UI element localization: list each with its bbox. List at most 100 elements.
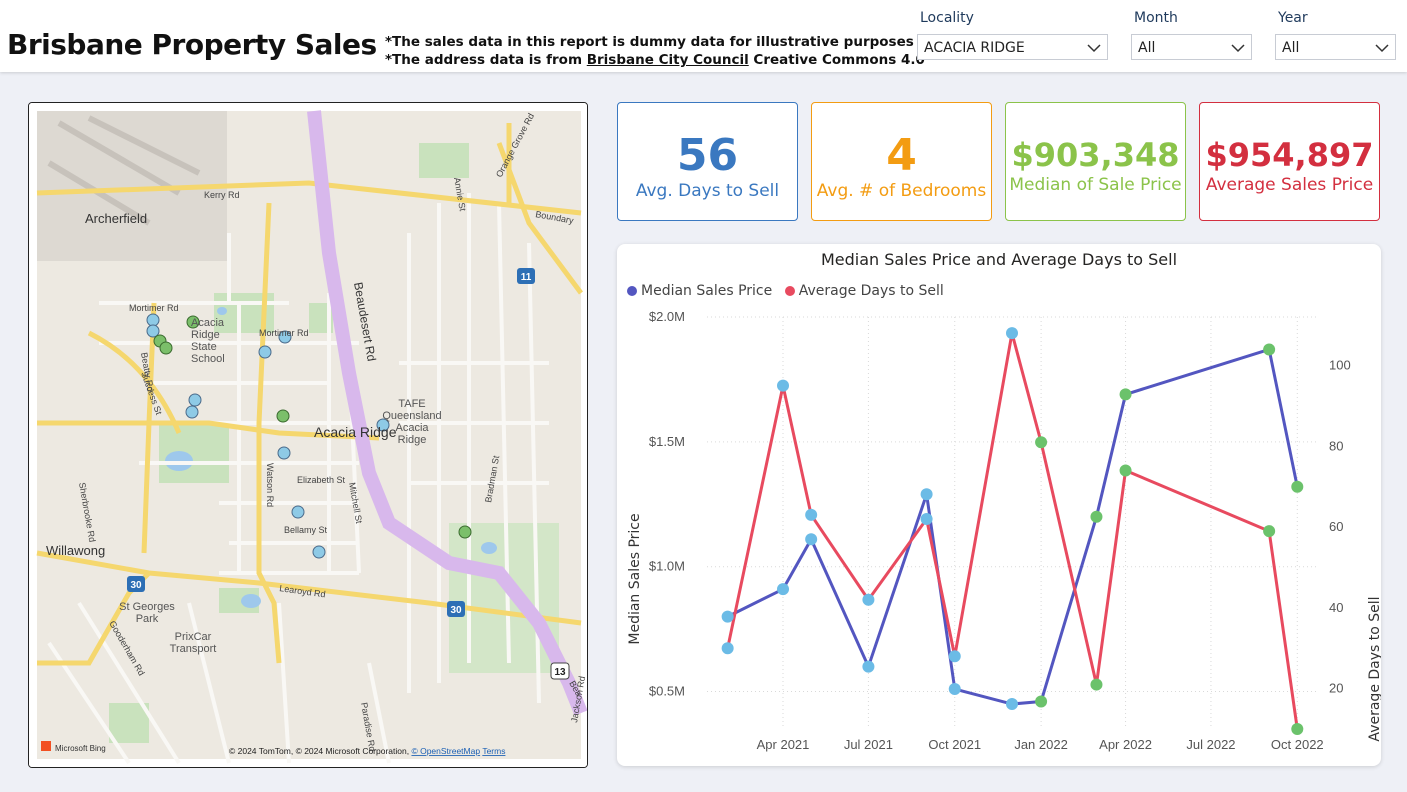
- map-label-tafe-3: Acacia: [395, 422, 429, 434]
- map-label-school-3: State: [191, 341, 217, 353]
- map-street-elizabeth: Elizabeth St: [297, 475, 346, 485]
- kpi-average-price-label: Average Sales Price: [1205, 175, 1374, 195]
- map-label-st-georges-1: St Georges: [119, 601, 175, 613]
- kpi-avg-days-label: Avg. Days to Sell: [635, 181, 780, 201]
- data-point-days-to-sell: [721, 642, 734, 655]
- route-13-shield: 13: [554, 667, 566, 678]
- year-dropdown[interactable]: All: [1275, 34, 1396, 60]
- kpi-median-price-value: $903,348: [1011, 136, 1180, 174]
- kpi-median-price-label: Median of Sale Price: [1009, 175, 1182, 195]
- data-point-days-to-sell: [1090, 678, 1103, 691]
- data-point-median-price: [1263, 343, 1276, 356]
- disclaimer-prefix: *The address data is from: [385, 52, 587, 68]
- map-street-watson: Watson Rd: [265, 463, 275, 507]
- data-point-days-to-sell: [1119, 464, 1132, 477]
- kpi-avg-bedrooms: 4 Avg. # of Bedrooms: [811, 102, 992, 221]
- x-tick-label: Jul 2021: [844, 737, 893, 752]
- map-label-school-2: Ridge: [191, 329, 220, 341]
- data-point-days-to-sell: [948, 650, 961, 663]
- locality-value: ACACIA RIDGE: [924, 40, 1025, 56]
- data-point-days-to-sell: [862, 593, 875, 606]
- map-markers: [146, 313, 472, 559]
- legend-dot-median: [627, 286, 637, 296]
- data-point-median-price: [805, 533, 818, 546]
- disclaimer-line-2: *The address data is from Brisbane City …: [385, 51, 925, 69]
- map-visual[interactable]: 11 30 30 13 Archerfield Acacia Ridge Sta…: [28, 102, 588, 768]
- chart-title: Median Sales Price and Average Days to S…: [820, 250, 1178, 269]
- brisbane-city-council-link[interactable]: Brisbane City Council: [586, 52, 749, 68]
- month-dropdown[interactable]: All: [1131, 34, 1252, 60]
- data-point-median-price: [1090, 510, 1103, 523]
- header-bar: Brisbane Property Sales *The sales data …: [0, 0, 1407, 72]
- data-point-days-to-sell: [1263, 525, 1276, 538]
- year-value: All: [1282, 40, 1300, 56]
- map-label-acacia-ridge: Acacia Ridge: [314, 424, 397, 440]
- kpi-avg-days-value: 56: [676, 130, 739, 181]
- map-street-kerry: Kerry Rd: [204, 190, 240, 200]
- data-point-median-price: [862, 660, 875, 673]
- locality-filter: Locality ACACIA RIDGE: [917, 10, 1108, 60]
- locality-dropdown[interactable]: ACACIA RIDGE: [917, 34, 1108, 60]
- y-left-tick-label: $1.5M: [649, 434, 685, 449]
- map-label-tafe-1: TAFE: [398, 398, 425, 410]
- data-point-median-price: [920, 488, 933, 501]
- data-point-days-to-sell: [805, 508, 818, 521]
- month-label: Month: [1134, 10, 1178, 26]
- combo-line-chart[interactable]: Median Sales Price and Average Days to S…: [617, 244, 1381, 766]
- x-tick-label: Jan 2022: [1014, 737, 1068, 752]
- map-attribution: © 2024 TomTom, © 2024 Microsoft Corporat…: [229, 746, 505, 756]
- kpi-average-price-value: $954,897: [1205, 136, 1374, 174]
- x-tick-label: Apr 2022: [1099, 737, 1152, 752]
- y-left-tick-label: $2.0M: [649, 309, 685, 324]
- data-point-days-to-sell: [777, 379, 790, 392]
- y-right-tick-label: 80: [1329, 438, 1343, 453]
- report-title: Brisbane Property Sales: [7, 28, 377, 61]
- series-line-days-to-sell: [726, 331, 1299, 730]
- y-right-tick-label: 40: [1329, 600, 1343, 615]
- y-left-tick-label: $0.5M: [649, 684, 685, 699]
- terms-link[interactable]: Terms: [482, 746, 505, 756]
- kpi-avg-bedrooms-label: Avg. # of Bedrooms: [816, 181, 987, 201]
- disclaimer-line-1: *The sales data in this report is dummy …: [385, 34, 914, 50]
- chart-legend: Median Sales Price Average Days to Sell: [627, 283, 944, 299]
- map-street-bellamy: Bellamy St: [284, 525, 328, 535]
- map-label-school-1: Acacia: [191, 317, 225, 329]
- route-11-shield: 11: [521, 272, 532, 283]
- data-point-days-to-sell: [1291, 723, 1304, 735]
- locality-label: Locality: [920, 10, 974, 26]
- chevron-down-icon: [1231, 35, 1245, 70]
- map-label-tafe-2: Queensland: [382, 410, 441, 422]
- chevron-down-icon: [1087, 35, 1101, 70]
- openstreetmap-link[interactable]: © OpenStreetMap: [411, 746, 480, 756]
- y-right-tick-label: 100: [1329, 357, 1351, 372]
- year-filter: Year All: [1275, 10, 1396, 60]
- map-canvas[interactable]: 11 30 30 13 Archerfield Acacia Ridge Sta…: [29, 103, 588, 768]
- legend-days[interactable]: Average Days to Sell: [798, 283, 944, 299]
- data-point-median-price: [1006, 698, 1018, 711]
- month-filter: Month All: [1131, 10, 1252, 60]
- chart-plot[interactable]: Apr 2021 Jul 2021 Oct 2021 Jan 2022 Apr 2022…: [617, 244, 1381, 766]
- disclaimer-suffix: Creative Commons 4.0: [748, 52, 925, 68]
- map-label-tafe-4: Ridge: [398, 434, 427, 446]
- data-point-median-price: [948, 683, 961, 696]
- map-street-mortimer: Mortimer Rd: [129, 303, 179, 313]
- data-point-median-price: [1119, 388, 1132, 401]
- kpi-average-price: $954,897 Average Sales Price: [1199, 102, 1380, 221]
- map-label-school-4: School: [191, 353, 225, 365]
- y-right-tick-label: 60: [1329, 519, 1343, 534]
- data-point-median-price: [777, 583, 790, 596]
- disclaimer: *The sales data in this report is dummy …: [385, 33, 925, 69]
- map-label-willawong: Willawong: [46, 543, 105, 558]
- kpi-median-price: $903,348 Median of Sale Price: [1005, 102, 1186, 221]
- x-tick-label: Oct 2021: [928, 737, 981, 752]
- map-label-prixcar-2: Transport: [170, 643, 217, 655]
- legend-median[interactable]: Median Sales Price: [641, 283, 773, 299]
- y-right-tick-label: 20: [1329, 681, 1343, 696]
- data-point-median-price: [1291, 480, 1304, 493]
- x-tick-label: Apr 2021: [757, 737, 810, 752]
- route-30-shield: 30: [130, 580, 142, 591]
- year-label: Year: [1278, 10, 1308, 26]
- data-point-median-price: [1035, 695, 1048, 708]
- x-tick-label: Jul 2022: [1186, 737, 1235, 752]
- map-label-archerfield: Archerfield: [85, 211, 147, 226]
